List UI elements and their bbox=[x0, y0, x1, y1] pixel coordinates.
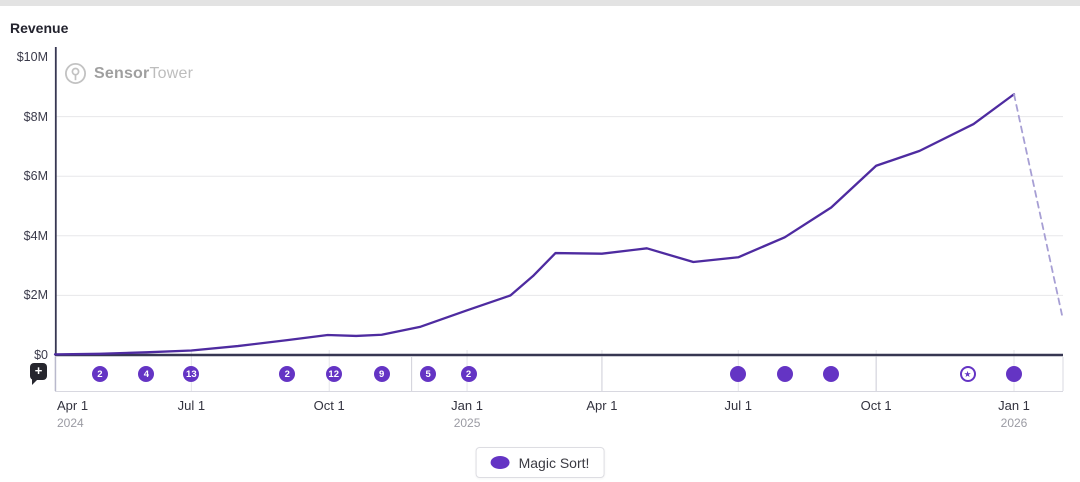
sensor-tower-logo-icon bbox=[64, 62, 87, 85]
event-count: 2 bbox=[97, 368, 103, 380]
chart-title: Revenue bbox=[10, 20, 69, 36]
y-axis-label: $6M bbox=[23, 169, 48, 184]
top-divider bbox=[0, 0, 1080, 6]
x-axis-tick-label: Jul 1 bbox=[146, 398, 236, 414]
watermark-brand-bold: Sensor bbox=[94, 64, 150, 82]
event-marker-dot[interactable] bbox=[730, 366, 747, 382]
event-count: 13 bbox=[186, 368, 197, 380]
x-axis-tick-label: Jul 1 bbox=[693, 398, 783, 414]
event-marker-numbered[interactable]: 5 bbox=[420, 366, 437, 382]
event-count: 9 bbox=[379, 368, 385, 380]
event-count: 5 bbox=[425, 368, 431, 380]
tick-date: Jul 1 bbox=[724, 398, 753, 413]
event-marker-numbered[interactable]: 2 bbox=[279, 366, 296, 382]
y-axis-label: $0 bbox=[34, 348, 48, 362]
legend-series-dot bbox=[490, 456, 510, 469]
sensor-tower-watermark: SensorTower bbox=[64, 62, 193, 85]
event-marker-numbered[interactable]: 2 bbox=[460, 366, 477, 382]
tick-date: Jan 1 bbox=[998, 398, 1030, 413]
event-marker-dot[interactable] bbox=[776, 366, 793, 382]
tick-date: Apr 1 bbox=[586, 398, 618, 413]
y-axis-label: $8M bbox=[23, 109, 48, 124]
event-count: 2 bbox=[465, 368, 472, 380]
y-axis-label: $4M bbox=[23, 228, 48, 243]
tick-year: 2026 bbox=[1000, 416, 1028, 430]
event-marker-numbered[interactable]: 12 bbox=[325, 366, 342, 382]
revenue-line bbox=[53, 93, 1016, 356]
x-axis-tick-label: Apr 1 bbox=[557, 398, 647, 414]
watermark-brand-light: Tower bbox=[149, 64, 194, 82]
x-axis-tick-label: Apr 1 2024 bbox=[57, 398, 147, 431]
legend-label: Magic Sort! bbox=[518, 454, 590, 471]
event-marker-starred[interactable]: ★ bbox=[959, 366, 976, 382]
event-marker-dot[interactable] bbox=[1006, 366, 1022, 382]
x-axis-tick-label: Jan 1 2025 bbox=[422, 398, 512, 431]
y-axis-label: $10M bbox=[16, 50, 48, 64]
legend-chip[interactable]: Magic Sort! bbox=[475, 447, 605, 478]
tick-year: 2024 bbox=[57, 416, 84, 430]
tick-date: Jul 1 bbox=[177, 398, 206, 413]
tick-date: Apr 1 bbox=[57, 398, 89, 413]
event-count: 4 bbox=[143, 368, 150, 380]
event-marker-numbered[interactable]: 4 bbox=[138, 366, 155, 382]
tick-date: Jan 1 bbox=[451, 398, 483, 413]
event-marker-numbered[interactable]: 2 bbox=[91, 366, 108, 382]
x-axis-tick-label: Oct 1 bbox=[831, 398, 921, 414]
x-axis-tick-label: Oct 1 bbox=[284, 398, 374, 414]
event-count: 2 bbox=[284, 368, 290, 380]
tick-date: Oct 1 bbox=[860, 398, 892, 413]
add-annotation-button[interactable]: + bbox=[30, 363, 47, 385]
plus-icon: + bbox=[34, 363, 43, 378]
tick-date: Oct 1 bbox=[313, 398, 345, 413]
event-marker-numbered[interactable]: 13 bbox=[183, 366, 200, 382]
event-marker-dot[interactable] bbox=[823, 366, 840, 382]
event-marker-numbered[interactable]: 9 bbox=[373, 366, 390, 382]
tick-year: 2025 bbox=[453, 416, 481, 430]
event-count: 12 bbox=[328, 368, 339, 380]
star-icon: ★ bbox=[963, 368, 972, 379]
projection-line bbox=[1013, 93, 1063, 316]
y-axis-label: $2M bbox=[23, 288, 48, 303]
x-axis-tick-label: Jan 1 2026 bbox=[969, 398, 1059, 431]
